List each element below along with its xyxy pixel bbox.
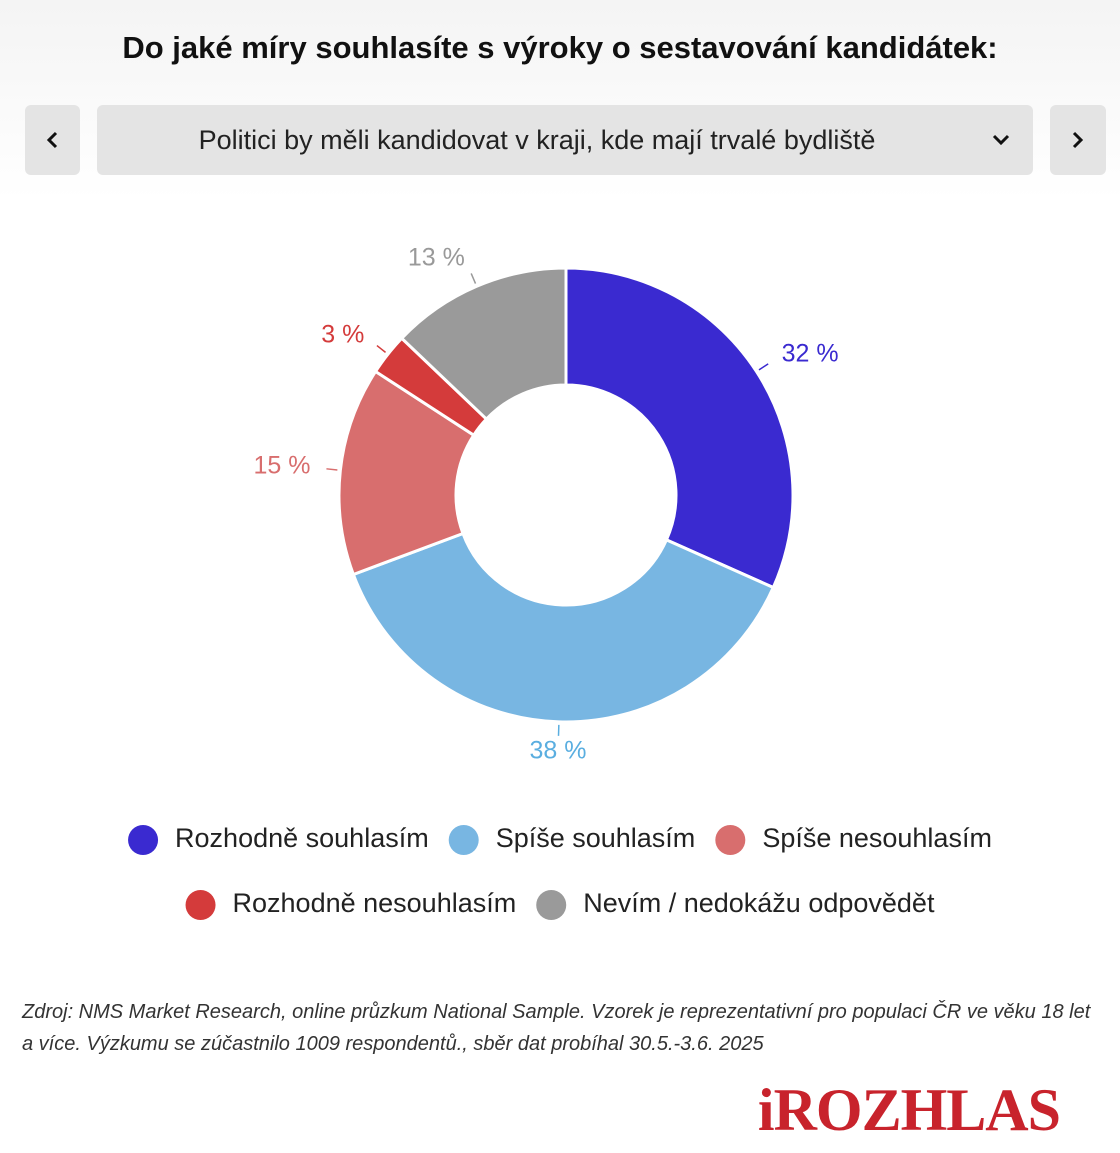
chart-title: Do jaké míry souhlasíte s výroky o sesta… (122, 30, 998, 65)
data-label: 3 % (321, 320, 364, 348)
prev-icon (46, 131, 58, 149)
legend-label: Rozhodně nesouhlasím (233, 888, 517, 918)
legend-marker (185, 890, 216, 920)
legend-label: Spíše souhlasím (496, 823, 696, 853)
leader-line (376, 344, 387, 353)
data-label: 38 % (530, 736, 587, 764)
legend-marker (448, 825, 479, 855)
legend-label: Nevím / nedokážu odpovědět (583, 888, 935, 918)
donut-slice (399, 266, 568, 422)
question-dropdown[interactable]: Politici by měli kandidovat v kraji, kde… (97, 105, 1033, 175)
next-icon (1072, 131, 1084, 149)
leader-line (758, 363, 769, 371)
donut-slice (351, 531, 776, 724)
donut-slice (337, 369, 476, 577)
donut-slice (564, 266, 795, 590)
source-note: Zdroj: NMS Market Research, online průzk… (22, 1001, 1091, 1055)
leader-line (470, 273, 477, 284)
legend-marker (128, 825, 159, 855)
dropdown-icon (992, 134, 1010, 146)
data-label: 13 % (408, 243, 465, 271)
legend-label: Rozhodně souhlasím (175, 823, 429, 853)
dropdown-label: Politici by měli kandidovat v kraji, kde… (198, 125, 876, 155)
data-label: 32 % (782, 340, 839, 368)
logo: iROZHLAS (757, 1077, 1061, 1143)
chart: 32 % 38 % 15 % 3 % 13 % Rozhodně souhlasím Spí… (128, 243, 992, 920)
next-button[interactable] (1050, 105, 1106, 175)
legend-marker (536, 890, 567, 920)
legend-marker (715, 825, 746, 855)
prev-button[interactable] (25, 105, 80, 175)
leader-line (326, 468, 338, 471)
data-label: 15 % (254, 452, 311, 480)
legend-label: Spíše nesouhlasím (762, 823, 992, 853)
